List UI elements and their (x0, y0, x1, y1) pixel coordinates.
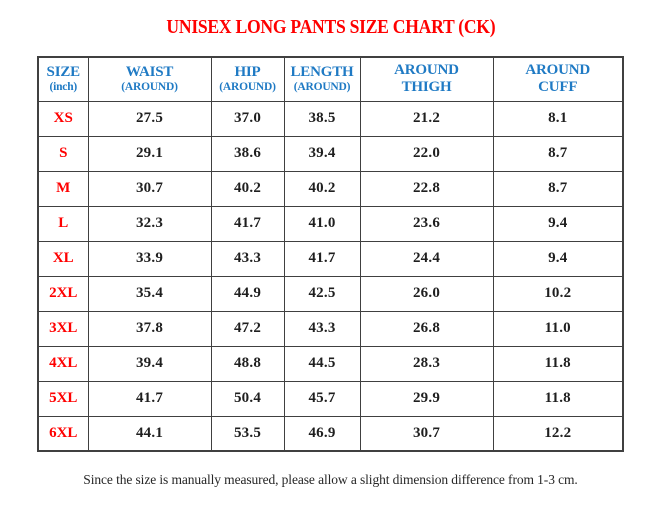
thigh-value: 29.9 (359, 380, 494, 417)
table-row-5xl: 5XL 41.7 50.4 45.7 29.9 11.8 (37, 380, 624, 417)
cuff-value: 11.8 (492, 345, 624, 382)
cuff-value: 11.0 (492, 310, 624, 347)
header-waist-sub: (AROUND) (121, 81, 178, 94)
thigh-value: 26.8 (359, 310, 494, 347)
header-cuff-line1: AROUND (525, 62, 591, 78)
cuff-value: 12.2 (492, 415, 624, 452)
table-row-2xl: 2XL 35.4 44.9 42.5 26.0 10.2 (37, 275, 624, 312)
length-value: 43.3 (283, 310, 361, 347)
page-title: UNISEX LONG PANTS SIZE CHART (CK) (166, 16, 495, 38)
header-thigh-line1: AROUND (394, 62, 459, 78)
length-value: 40.2 (283, 170, 361, 207)
waist-value: 27.5 (87, 100, 212, 137)
title-wrap: UNISEX LONG PANTS SIZE CHART (CK) (0, 16, 661, 56)
length-value: 46.9 (283, 415, 361, 452)
header-length-label: LENGTH (290, 64, 354, 81)
length-value: 38.5 (283, 100, 361, 137)
header-length-sub: (AROUND) (293, 81, 351, 94)
waist-value: 29.1 (87, 135, 212, 172)
waist-value: 32.3 (87, 205, 212, 242)
hip-value: 41.7 (210, 205, 285, 242)
header-hip-sub: (AROUND) (219, 81, 276, 94)
size-label: 4XL (37, 345, 89, 382)
length-value: 41.7 (283, 240, 361, 277)
measurement-note: Since the size is manually measured, ple… (83, 472, 578, 487)
hip-value: 47.2 (210, 310, 285, 347)
size-label: 5XL (37, 380, 89, 417)
size-label: S (37, 135, 89, 172)
cuff-value: 8.7 (492, 135, 624, 172)
waist-value: 44.1 (87, 415, 212, 452)
table-row-3xl: 3XL 37.8 47.2 43.3 26.8 11.0 (37, 310, 624, 347)
cuff-value: 10.2 (492, 275, 624, 312)
size-label: L (37, 205, 89, 242)
thigh-value: 22.8 (359, 170, 494, 207)
length-value: 41.0 (283, 205, 361, 242)
header-size-label: SIZE (46, 64, 81, 81)
header-cell-length: LENGTH (AROUND) (283, 56, 361, 102)
hip-value: 50.4 (210, 380, 285, 417)
size-chart-table: SIZE (inch) WAIST (AROUND) HIP (AROUND) … (37, 56, 624, 452)
note-wrap: Since the size is manually measured, ple… (0, 471, 661, 489)
length-value: 45.7 (283, 380, 361, 417)
thigh-value: 28.3 (359, 345, 494, 382)
waist-value: 41.7 (87, 380, 212, 417)
header-cell-size: SIZE (inch) (37, 56, 89, 102)
cuff-value: 8.7 (492, 170, 624, 207)
size-label: 2XL (37, 275, 89, 312)
size-label: 3XL (37, 310, 89, 347)
waist-value: 33.9 (87, 240, 212, 277)
hip-value: 48.8 (210, 345, 285, 382)
thigh-value: 22.0 (359, 135, 494, 172)
table-header: SIZE (inch) WAIST (AROUND) HIP (AROUND) … (37, 56, 624, 102)
size-label: XL (37, 240, 89, 277)
thigh-value: 21.2 (359, 100, 494, 137)
hip-value: 40.2 (210, 170, 285, 207)
table-row-xl: XL 33.9 43.3 41.7 24.4 9.4 (37, 240, 624, 277)
header-waist-label: WAIST (125, 64, 174, 81)
waist-value: 39.4 (87, 345, 212, 382)
table-row-l: L 32.3 41.7 41.0 23.6 9.4 (37, 205, 624, 242)
waist-value: 35.4 (87, 275, 212, 312)
hip-value: 43.3 (210, 240, 285, 277)
cuff-value: 8.1 (492, 100, 624, 137)
hip-value: 44.9 (210, 275, 285, 312)
header-cell-waist: WAIST (AROUND) (87, 56, 212, 102)
table-row-m: M 30.7 40.2 40.2 22.8 8.7 (37, 170, 624, 207)
table-row-4xl: 4XL 39.4 48.8 44.5 28.3 11.8 (37, 345, 624, 382)
table-row-s: S 29.1 38.6 39.4 22.0 8.7 (37, 135, 624, 172)
header-cell-hip: HIP (AROUND) (210, 56, 285, 102)
header-hip-label: HIP (234, 64, 261, 81)
thigh-value: 24.4 (359, 240, 494, 277)
cuff-value: 9.4 (492, 205, 624, 242)
hip-value: 38.6 (210, 135, 285, 172)
hip-value: 37.0 (210, 100, 285, 137)
waist-value: 30.7 (87, 170, 212, 207)
table-row-xs: XS 27.5 37.0 38.5 21.2 8.1 (37, 100, 624, 137)
header-row: SIZE (inch) WAIST (AROUND) HIP (AROUND) … (37, 56, 624, 102)
table-body: XS 27.5 37.0 38.5 21.2 8.1 S 29.1 38.6 3… (37, 100, 624, 452)
header-cuff-line2: CUFF (538, 79, 578, 96)
table-row-6xl: 6XL 44.1 53.5 46.9 30.7 12.2 (37, 415, 624, 452)
hip-value: 53.5 (210, 415, 285, 452)
thigh-value: 26.0 (359, 275, 494, 312)
size-label: 6XL (37, 415, 89, 452)
length-value: 42.5 (283, 275, 361, 312)
waist-value: 37.8 (87, 310, 212, 347)
length-value: 39.4 (283, 135, 361, 172)
size-label: XS (37, 100, 89, 137)
thigh-value: 23.6 (359, 205, 494, 242)
header-thigh-line2: THIGH (401, 79, 452, 96)
cuff-value: 11.8 (492, 380, 624, 417)
thigh-value: 30.7 (359, 415, 494, 452)
header-size-unit: (inch) (49, 81, 78, 94)
size-label: M (37, 170, 89, 207)
header-cell-around-cuff: AROUND CUFF (492, 56, 624, 102)
cuff-value: 9.4 (492, 240, 624, 277)
header-cell-around-thigh: AROUND THIGH (359, 56, 494, 102)
length-value: 44.5 (283, 345, 361, 382)
